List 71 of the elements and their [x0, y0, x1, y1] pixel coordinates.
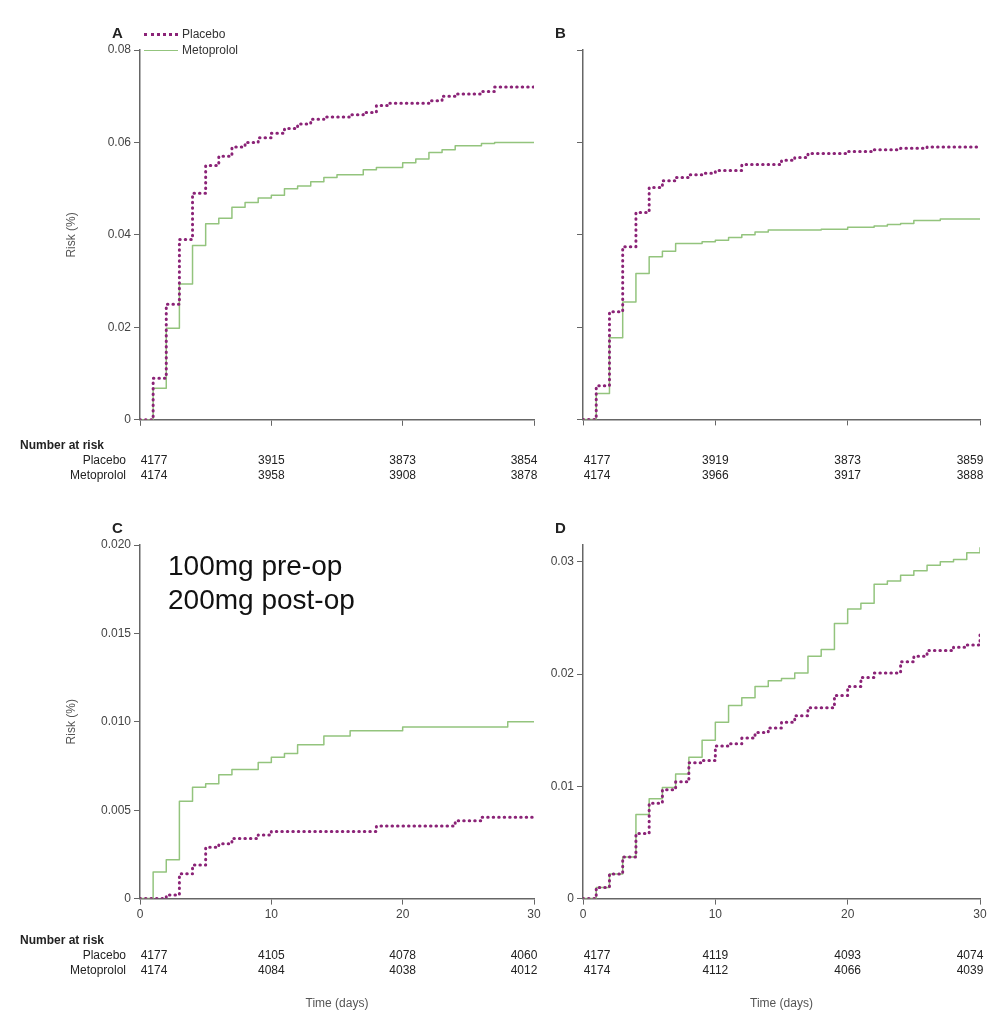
- text: 4177: [140, 948, 168, 962]
- y-tick-label: 0.08: [107, 42, 132, 57]
- x-tick-label: 10: [264, 907, 279, 922]
- x-axis-title: Time (days): [305, 996, 369, 1010]
- text: 4012: [510, 963, 538, 977]
- text: 3917: [834, 468, 862, 482]
- text: 4078: [389, 948, 417, 962]
- text: 4177: [583, 453, 611, 467]
- text: 3915: [257, 453, 285, 467]
- text: 4177: [583, 948, 611, 962]
- text: Metoprolol: [69, 963, 126, 977]
- text: 3888: [956, 468, 984, 482]
- x-tick-label: 30: [527, 907, 541, 922]
- text: 4119: [702, 948, 729, 962]
- text: Number at risk: [20, 933, 105, 947]
- text: 4174: [583, 963, 611, 977]
- text: 4093: [834, 948, 862, 962]
- x-tick-label: 30: [973, 907, 987, 922]
- x-tick-label: 0: [579, 907, 587, 922]
- x-axis-title: Time (days): [750, 996, 813, 1010]
- text: 3966: [701, 468, 729, 482]
- y-tick-label: 0.010: [100, 714, 132, 729]
- y-tick-label: 0.02: [107, 319, 132, 334]
- text: 3958: [257, 468, 285, 482]
- y-tick-label: 0: [567, 890, 575, 905]
- y-tick-label: 0.03: [550, 554, 575, 569]
- legend-label: Metoprolol: [182, 43, 239, 57]
- chart-title: B: [555, 24, 566, 41]
- y-tick-label: 0.04: [107, 227, 132, 242]
- y-tick-label: 0: [124, 890, 132, 905]
- text: 3878: [510, 468, 538, 482]
- x-tick-label: 0: [136, 907, 144, 922]
- text: 4177: [140, 453, 168, 467]
- text: 4066: [834, 963, 862, 977]
- chart-title: A: [112, 24, 123, 41]
- text: Placebo: [82, 948, 126, 962]
- text: 3873: [389, 453, 417, 467]
- y-tick-label: 0.020: [100, 537, 132, 552]
- y-tick-label: 0.02: [550, 666, 575, 681]
- y-axis-title: Risk (%): [63, 699, 78, 745]
- text: 4060: [510, 948, 538, 962]
- chart-title: D: [555, 519, 566, 536]
- y-tick-label: 0: [124, 412, 132, 427]
- text: 4174: [140, 963, 168, 977]
- text: Number at risk: [20, 438, 105, 452]
- x-tick-label: 10: [708, 907, 723, 922]
- text: 4038: [389, 963, 417, 977]
- text: 4174: [140, 468, 168, 482]
- y-tick-label: 0.01: [550, 778, 575, 793]
- y-tick-label: 0.005: [100, 802, 132, 817]
- y-tick-label: 0.06: [107, 134, 132, 149]
- x-tick-label: 20: [840, 907, 855, 922]
- y-axis-title: Risk (%): [63, 212, 78, 258]
- text: 3873: [834, 453, 862, 467]
- text: 4112: [702, 963, 729, 977]
- text: Placebo: [82, 453, 126, 467]
- text: 4174: [583, 468, 611, 482]
- text: 3919: [701, 453, 729, 467]
- y-tick-label: 0.015: [100, 625, 132, 640]
- text: 3859: [956, 453, 984, 467]
- text: 4074: [956, 948, 984, 962]
- x-tick-label: 20: [395, 907, 410, 922]
- text: 3908: [389, 468, 417, 482]
- text: 4105: [257, 948, 285, 962]
- text: 4039: [956, 963, 984, 977]
- text: Metoprolol: [69, 468, 126, 482]
- chart-title: C: [112, 519, 123, 536]
- text: 3854: [510, 453, 538, 467]
- text: 4084: [257, 963, 285, 977]
- legend-label: Placebo: [182, 27, 226, 41]
- text: 100mg pre-op 200mg post-op: [168, 549, 355, 617]
